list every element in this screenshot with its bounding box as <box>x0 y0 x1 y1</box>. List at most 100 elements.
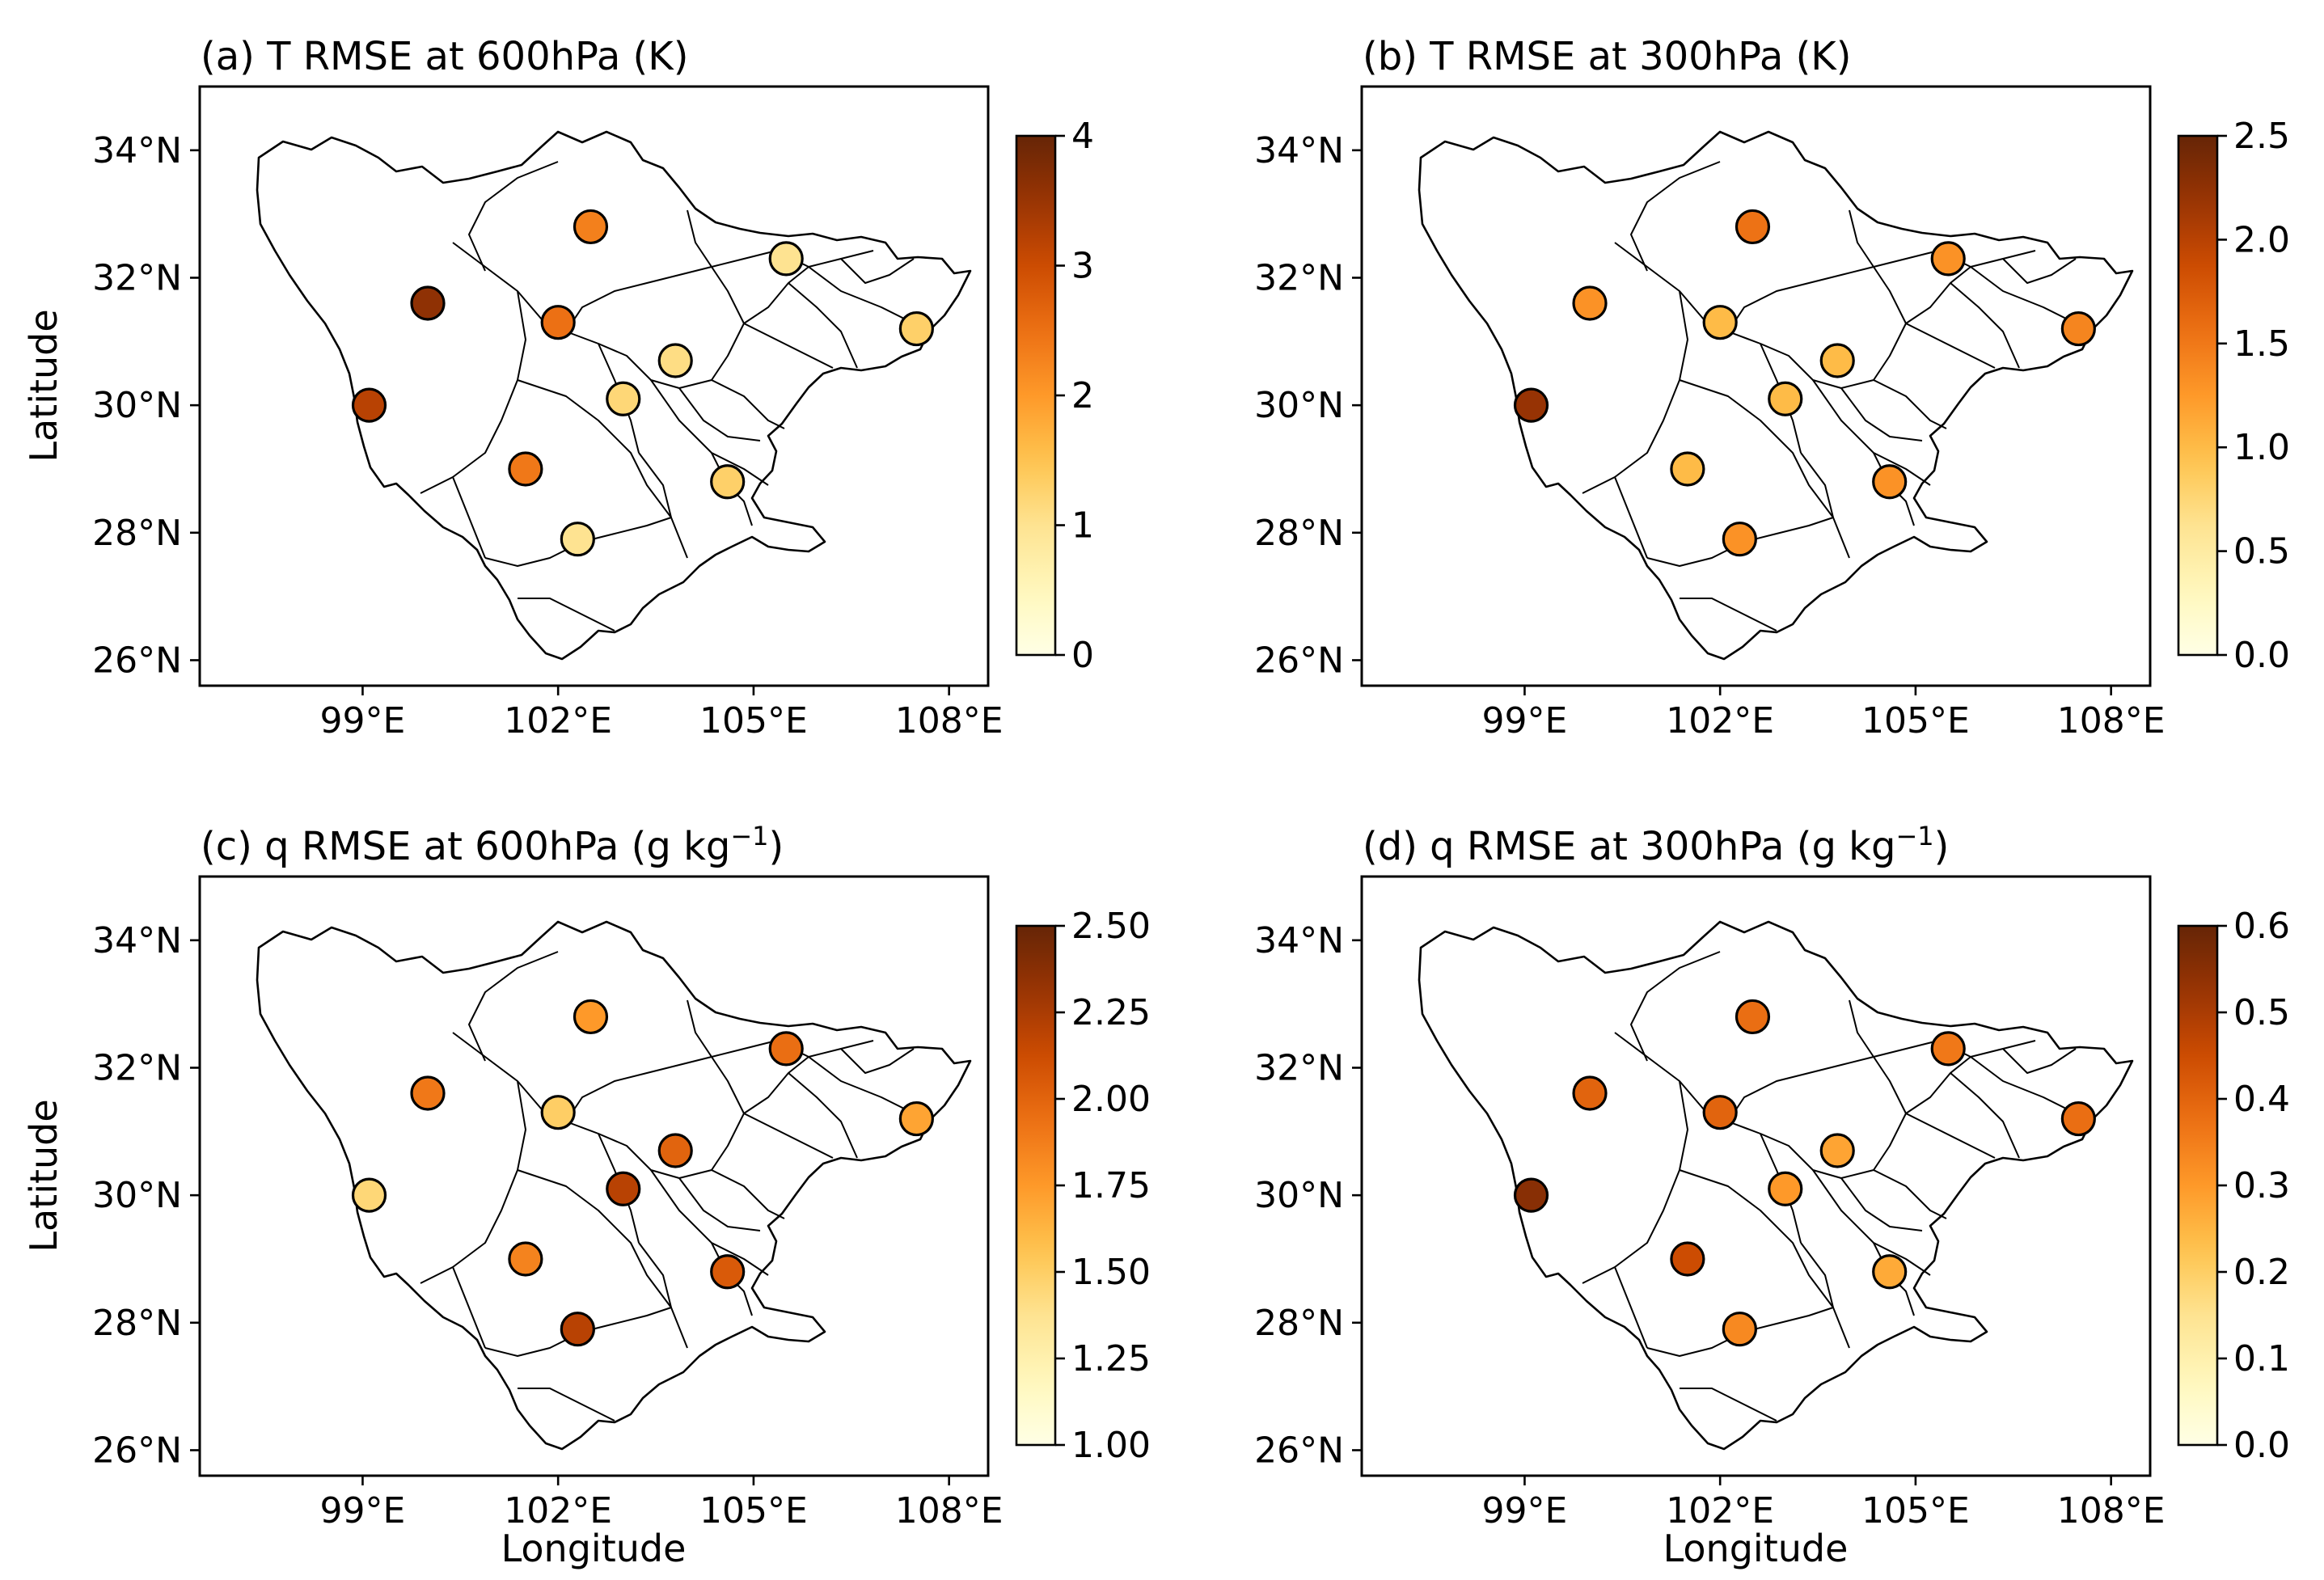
station-marker <box>2060 311 2096 347</box>
colorbar-tick-label: 2.25 <box>1071 992 1151 1033</box>
panel-d-chart: (d) q RMSE at 300hPa (g kg−1) 99°E 102°E 1… <box>1162 790 2324 1580</box>
x-axis-ticks: 99°E 102°E 105°E 108°E <box>1482 1476 2166 1531</box>
colorbar-tick-label: 1.5 <box>2233 323 2290 365</box>
x-axis-label: Longitude <box>501 1527 687 1570</box>
y-axis-ticks: 26°N 28°N 30°N 32°N 34°N <box>1254 920 1362 1471</box>
panel-b-chart: (b) T RMSE at 300hPa (K) 99°E 102°E 105°E 1… <box>1162 0 2324 790</box>
colorbar: 0 1 2 3 4 <box>1015 116 1094 676</box>
station-marker <box>1735 209 1771 245</box>
x-axis-ticks: 99°E 102°E 105°E 108°E <box>320 686 1004 741</box>
station-marker <box>768 1031 804 1067</box>
station-marker <box>1572 1075 1608 1111</box>
map-frame <box>198 85 990 687</box>
colorbar-tick-label: 2.00 <box>1071 1079 1151 1120</box>
y-tick-label: 30°N <box>92 1175 182 1216</box>
station-marker <box>1513 387 1549 423</box>
x-tick-label: 108°E <box>2057 1490 2166 1531</box>
colorbar-tick-label: 0.6 <box>2233 906 2290 947</box>
panel-title: (d) q RMSE at 300hPa (g kg−1) <box>1363 821 1949 869</box>
y-tick-label: 32°N <box>92 1047 182 1088</box>
colorbar-tick-label: 0.5 <box>2233 992 2290 1033</box>
y-tick-label: 26°N <box>1254 640 1344 681</box>
station-marker <box>1572 285 1608 321</box>
x-axis-label: Longitude <box>1663 1527 1849 1570</box>
station-marker <box>1735 999 1771 1035</box>
colorbar-tick-label: 1.50 <box>1071 1252 1151 1293</box>
colorbar: 0.0 0.5 1.0 1.5 2.0 2.5 <box>2177 116 2290 676</box>
y-tick-label: 34°N <box>92 130 182 171</box>
y-tick-label: 34°N <box>1254 130 1344 171</box>
station-markers <box>351 999 934 1347</box>
station-marker <box>573 999 609 1035</box>
colorbar-tick-label: 0.0 <box>2233 1425 2290 1466</box>
x-tick-label: 102°E <box>1666 700 1774 741</box>
panel-title: (b) T RMSE at 300hPa (K) <box>1363 34 1852 79</box>
colorbar-tick-label: 1.75 <box>1071 1165 1151 1206</box>
station-marker <box>560 1312 595 1347</box>
station-marker <box>2060 1101 2096 1137</box>
colorbar: 0.0 0.1 0.2 0.3 0.4 0.5 0.6 <box>2177 906 2290 1466</box>
colorbar-tick-label: 1 <box>1071 505 1094 547</box>
y-tick-label: 26°N <box>92 1430 182 1471</box>
colorbar-tick-label: 0 <box>1071 635 1094 676</box>
panel-a: (a) T RMSE at 600hPa (K) 99°E 102°E 105°E 1… <box>0 0 1162 790</box>
station-marker <box>410 1075 446 1111</box>
station-marker <box>657 1133 693 1168</box>
x-axis-ticks: 99°E 102°E 105°E 108°E <box>320 1476 1004 1531</box>
colorbar-tick-label: 0.2 <box>2233 1252 2290 1293</box>
colorbar-tick-label: 1.25 <box>1071 1338 1151 1379</box>
station-marker <box>508 451 543 487</box>
station-marker <box>710 464 746 500</box>
colorbar-tick-label: 2.5 <box>2233 116 2290 157</box>
station-marker <box>1872 464 1908 500</box>
station-markers <box>1513 999 2096 1347</box>
station-marker <box>657 343 693 378</box>
colorbar-tick-label: 1.00 <box>1071 1425 1151 1466</box>
y-tick-label: 28°N <box>1254 1303 1344 1344</box>
map-frame <box>198 875 990 1477</box>
colorbar-tick-label: 0.0 <box>2233 635 2290 676</box>
y-axis-ticks: 26°N 28°N 30°N 32°N 34°N <box>92 920 200 1471</box>
station-marker <box>573 209 609 245</box>
station-marker <box>560 522 595 557</box>
station-marker <box>410 285 446 321</box>
map-frame <box>1360 85 2152 687</box>
y-tick-label: 32°N <box>92 257 182 298</box>
y-axis-label: Latitude <box>22 309 65 462</box>
colorbar-gradient <box>1015 134 1057 657</box>
x-tick-label: 105°E <box>1861 1490 1970 1531</box>
colorbar-gradient <box>1015 924 1057 1447</box>
station-marker <box>351 1177 387 1213</box>
x-tick-label: 105°E <box>699 1490 808 1531</box>
y-axis-ticks: 26°N 28°N 30°N 32°N 34°N <box>1254 130 1362 681</box>
station-marker <box>1702 305 1738 340</box>
station-markers <box>351 209 934 557</box>
x-tick-label: 99°E <box>1482 1490 1568 1531</box>
station-marker <box>1819 343 1855 378</box>
panel-c-chart: (c) q RMSE at 600hPa (g kg−1) 99°E 102°E 1… <box>0 790 1162 1580</box>
station-marker <box>540 1095 576 1130</box>
colorbar-gradient <box>2177 134 2219 657</box>
station-marker <box>1930 1031 1966 1067</box>
colorbar: 1.00 1.25 1.50 1.75 2.00 2.25 2.50 <box>1015 906 1151 1466</box>
colorbar-tick-label: 3 <box>1071 246 1094 287</box>
colorbar-tick-label: 0.1 <box>2233 1338 2290 1379</box>
colorbar-tick-label: 0.3 <box>2233 1165 2290 1206</box>
x-tick-label: 99°E <box>320 1490 406 1531</box>
y-tick-label: 28°N <box>92 513 182 554</box>
y-tick-label: 26°N <box>1254 1430 1344 1471</box>
y-tick-label: 28°N <box>92 1303 182 1344</box>
x-tick-label: 108°E <box>2057 700 2166 741</box>
x-tick-label: 102°E <box>504 1490 612 1531</box>
colorbar-tick-label: 2 <box>1071 375 1094 416</box>
station-marker <box>898 311 934 347</box>
station-marker <box>1768 381 1803 416</box>
y-tick-label: 30°N <box>92 385 182 426</box>
station-marker <box>768 241 804 277</box>
x-axis-ticks: 99°E 102°E 105°E 108°E <box>1482 686 2166 741</box>
colorbar-tick-label: 0.5 <box>2233 531 2290 572</box>
x-tick-label: 108°E <box>895 700 1004 741</box>
x-tick-label: 105°E <box>699 700 808 741</box>
x-tick-label: 102°E <box>1666 1490 1774 1531</box>
x-tick-label: 108°E <box>895 1490 1004 1531</box>
